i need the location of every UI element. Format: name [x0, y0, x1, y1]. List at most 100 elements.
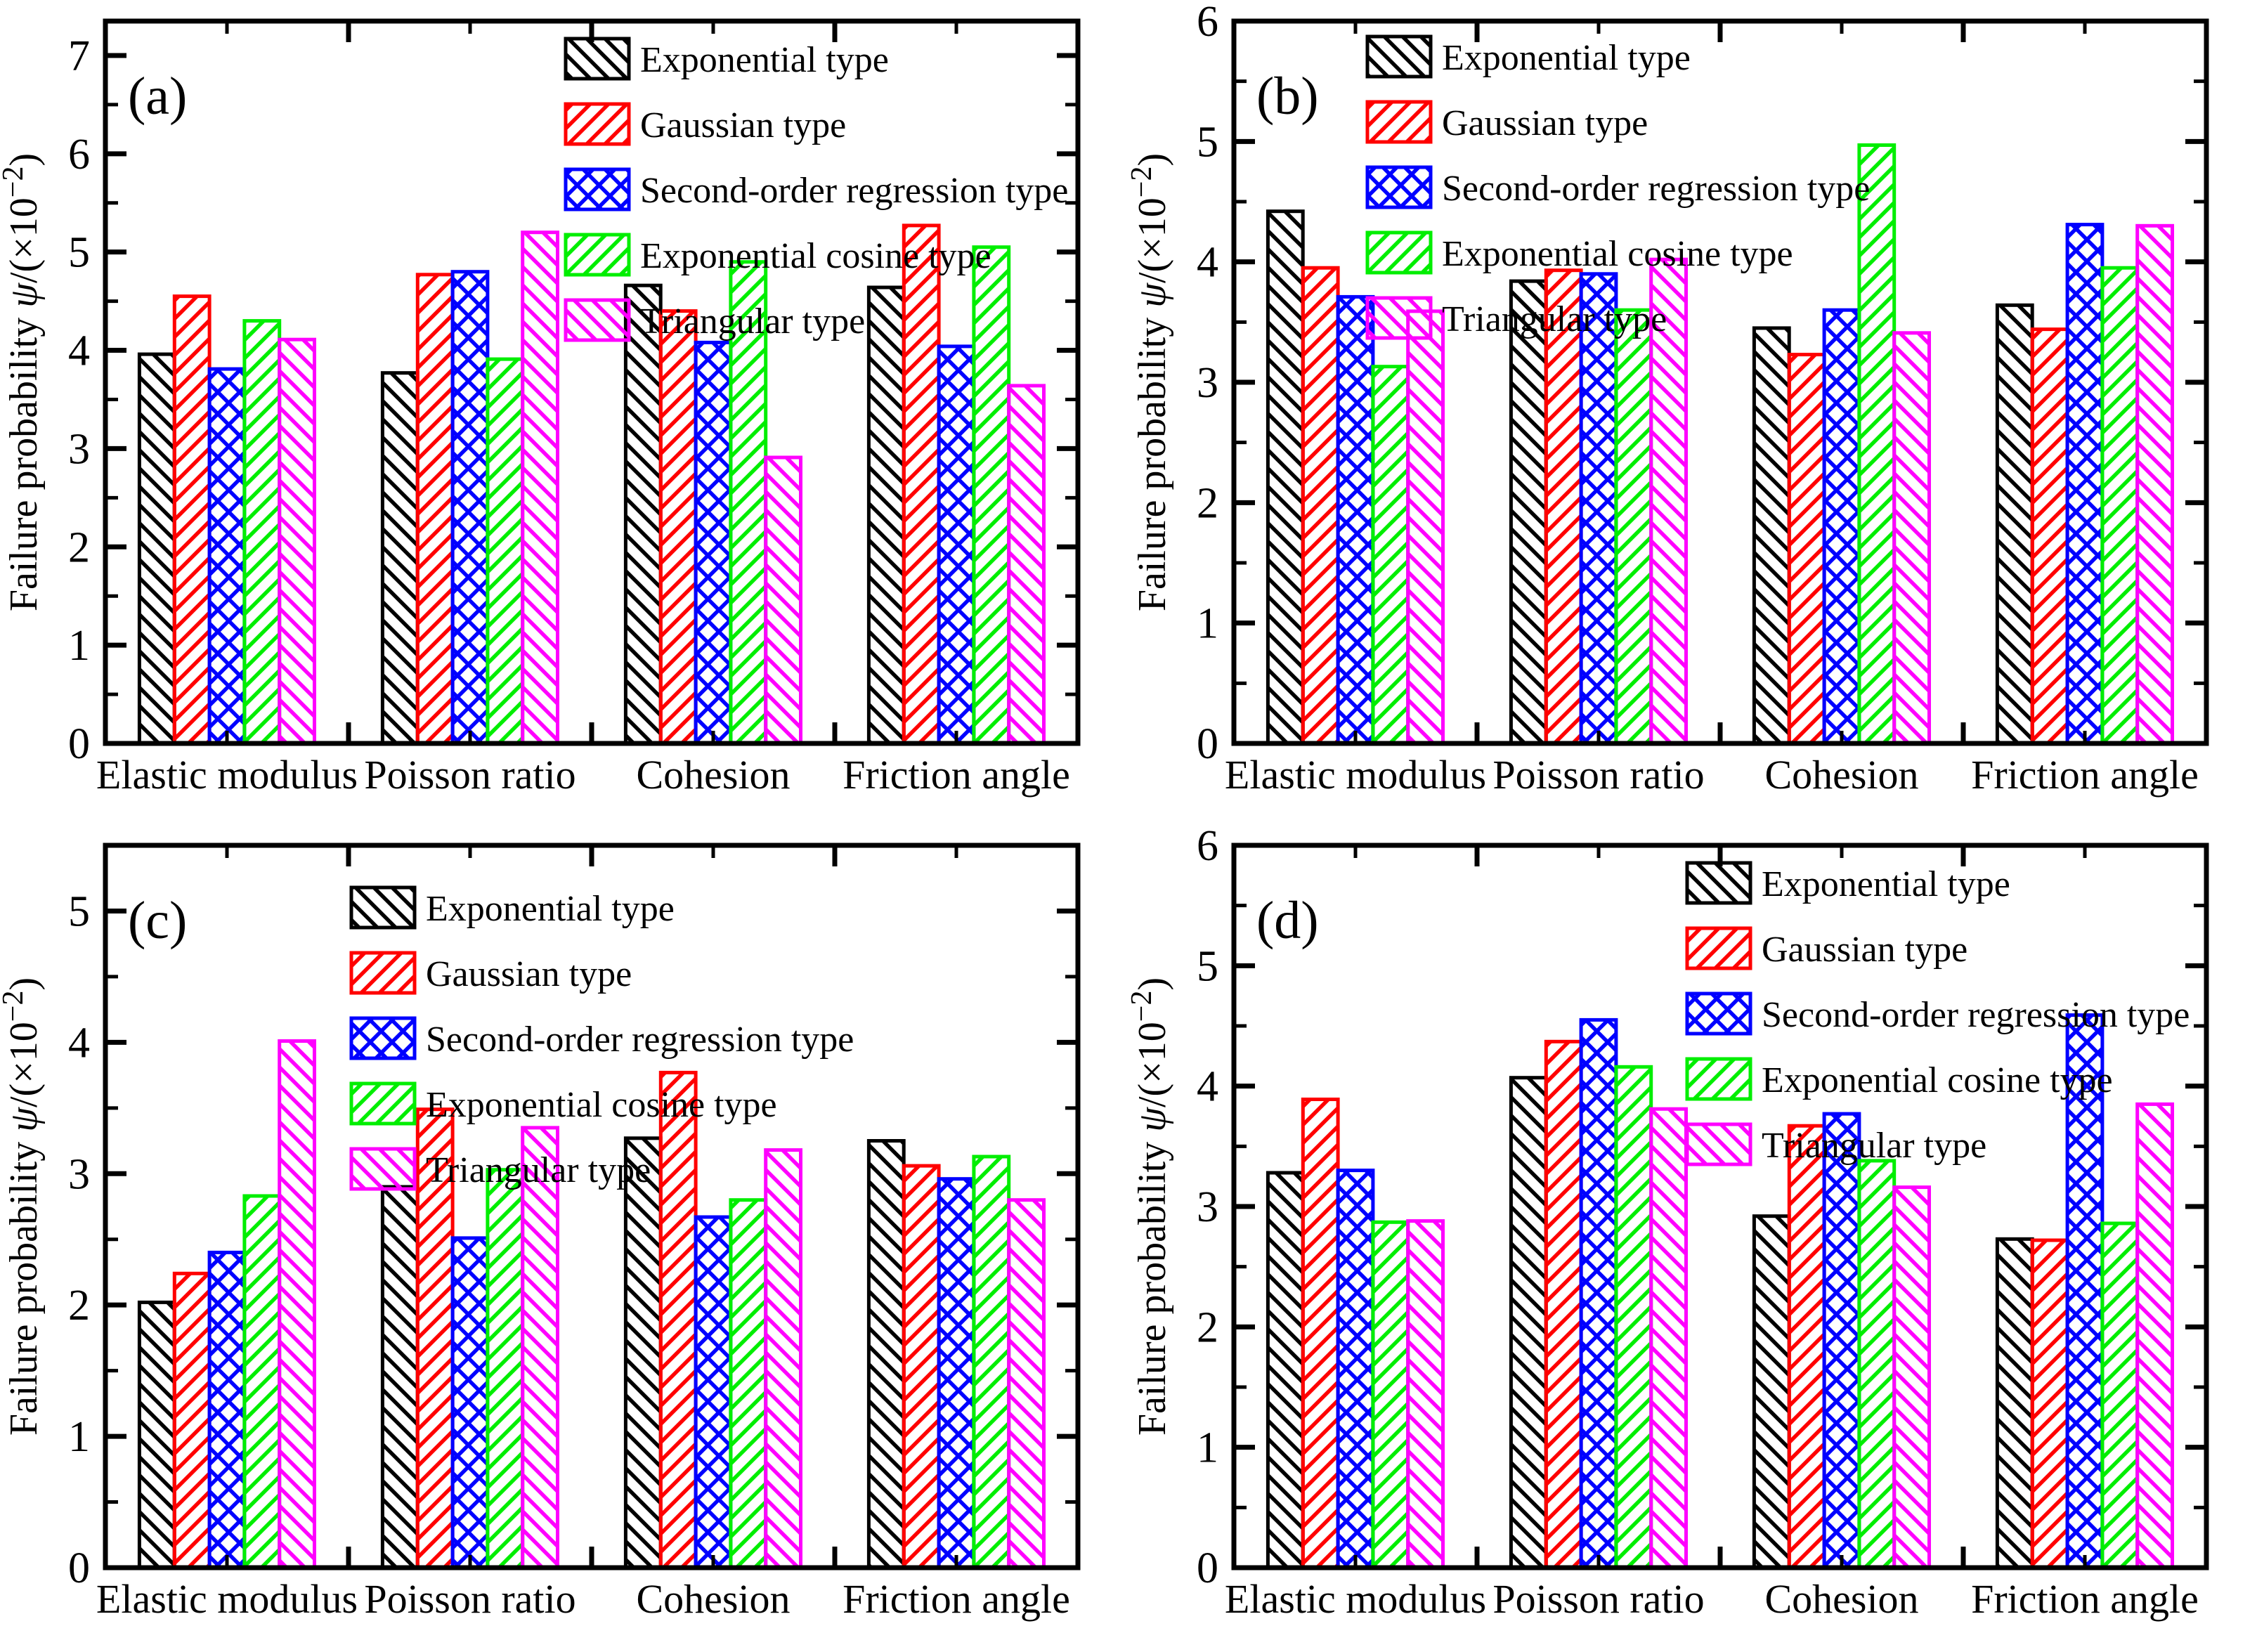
- y-tick-label: 7: [68, 32, 90, 80]
- bar: [1614, 1065, 1653, 1570]
- y-tick-label: 3: [68, 425, 90, 473]
- bar: [137, 1300, 176, 1570]
- panel-letter: (a): [128, 67, 187, 126]
- bar: [278, 337, 317, 746]
- legend-swatch: [1685, 1122, 1752, 1166]
- legend-swatch: [349, 885, 417, 930]
- bar: [937, 344, 976, 746]
- y-axis-label: Failure probability ψ/(×10−2): [1128, 153, 1174, 611]
- legend-label: Gaussian type: [1762, 930, 1967, 970]
- y-tick-label: 2: [1197, 479, 1218, 527]
- bar: [623, 283, 663, 746]
- legend-label: Second-order regression type: [640, 171, 1068, 211]
- legend-swatch: [1365, 230, 1433, 275]
- bar: [1509, 279, 1548, 746]
- bar: [1544, 1039, 1583, 1570]
- legend-label: Exponential cosine type: [1442, 234, 1793, 274]
- x-category-label: Elastic modulus: [1225, 1576, 1486, 1622]
- legend-label: Exponential type: [426, 889, 675, 929]
- bar: [278, 1039, 317, 1570]
- panel-b: 0 1 2 3 4 5 6 Elastic modulus Poisson ratio Cohes…: [1126, 0, 2257, 824]
- bar: [658, 1070, 698, 1570]
- legend-swatch: [1685, 926, 1752, 970]
- bar: [450, 270, 490, 746]
- legend-label: Triangular type: [640, 301, 865, 342]
- legend-label: Gaussian type: [1442, 103, 1648, 143]
- legend-item: Exponential type: [1685, 861, 2010, 905]
- y-tick-label: 5: [68, 887, 90, 935]
- x-category-label: Cohesion: [1764, 1576, 1918, 1622]
- legend-label: Triangular type: [426, 1150, 651, 1190]
- y-tick-label: 2: [1197, 1303, 1218, 1351]
- bar: [380, 371, 419, 746]
- legend-swatch: [349, 1081, 417, 1126]
- bar: [1822, 1112, 1861, 1570]
- bar: [1857, 143, 1897, 746]
- bar: [1406, 309, 1445, 746]
- bar: [1007, 1198, 1046, 1570]
- y-tick-label: 0: [1197, 720, 1218, 768]
- bar: [694, 340, 733, 746]
- legend-label: Exponential cosine type: [640, 236, 991, 276]
- legend-label: Gaussian type: [640, 105, 846, 145]
- bar: [658, 309, 698, 746]
- y-tick-label: 6: [1197, 0, 1218, 46]
- bar: [1649, 1107, 1689, 1570]
- legend-swatch: [564, 233, 631, 277]
- legend-item: Exponential type: [1365, 34, 1691, 79]
- bar: [1892, 1185, 1931, 1570]
- legend-item: Exponential cosine type: [1365, 230, 1793, 275]
- y-tick-label: 3: [68, 1150, 90, 1198]
- bar: [137, 352, 176, 746]
- bar: [486, 357, 525, 746]
- x-category-label: Friction angle: [1971, 1576, 2199, 1622]
- bar: [764, 455, 802, 746]
- bar: [2030, 327, 2069, 746]
- legend-label: Exponential type: [1762, 864, 2010, 904]
- legend-swatch: [349, 1016, 417, 1060]
- legend-swatch: [1365, 34, 1433, 79]
- x-category-label: Friction angle: [843, 1576, 1070, 1622]
- bar: [1301, 266, 1340, 746]
- y-tick-label: 2: [68, 1282, 90, 1329]
- bar: [2135, 1102, 2174, 1570]
- bar: [521, 230, 560, 746]
- x-category-label: Poisson ratio: [364, 1576, 575, 1622]
- chart-d: 0 1 2 3 4 5 6 Elastic modulus Poisson ratio Cohes…: [1126, 822, 2209, 1622]
- chart-b: 0 1 2 3 4 5 6 Elastic modulus Poisson ratio Cohes…: [1126, 0, 2209, 798]
- legend-label: Exponential type: [640, 40, 889, 80]
- bar: [1787, 1124, 1826, 1570]
- legend-swatch: [1365, 100, 1433, 144]
- legend-swatch: [1685, 1057, 1752, 1101]
- bar: [937, 1177, 976, 1570]
- bar: [1752, 1214, 1791, 1570]
- bar: [1544, 268, 1583, 746]
- bar: [1371, 1220, 1410, 1570]
- y-axis-label: Failure probability ψ/(×10−2): [1128, 977, 1174, 1436]
- y-tick-label: 4: [68, 327, 90, 375]
- bar: [1266, 209, 1305, 746]
- legend-label: Exponential cosine type: [426, 1085, 777, 1125]
- bar: [415, 273, 455, 746]
- legend-swatch: [564, 298, 631, 342]
- legend-swatch: [349, 951, 417, 995]
- legend-label: Second-order regression type: [1762, 995, 2190, 1035]
- y-tick-label: 4: [1197, 1063, 1218, 1111]
- bar: [902, 223, 941, 746]
- bar: [450, 1236, 490, 1570]
- y-tick-label: 1: [68, 622, 90, 670]
- x-category-label: Cohesion: [636, 1576, 790, 1622]
- chart-c: 0 1 2 3 4 5 Elastic modulus Poisson ratio Cohesi…: [0, 843, 1081, 1622]
- bar: [972, 1155, 1011, 1570]
- legend-item: Gaussian type: [349, 951, 632, 995]
- panel-letter: (c): [128, 891, 187, 950]
- bar: [380, 1185, 419, 1570]
- y-tick-label: 3: [1197, 1183, 1218, 1231]
- bar: [1995, 1237, 2034, 1570]
- legend-item: Triangular type: [564, 298, 865, 342]
- bar: [207, 1250, 247, 1570]
- bar: [764, 1148, 802, 1570]
- y-tick-label: 4: [1197, 239, 1218, 287]
- panel-letter: (b): [1256, 67, 1319, 126]
